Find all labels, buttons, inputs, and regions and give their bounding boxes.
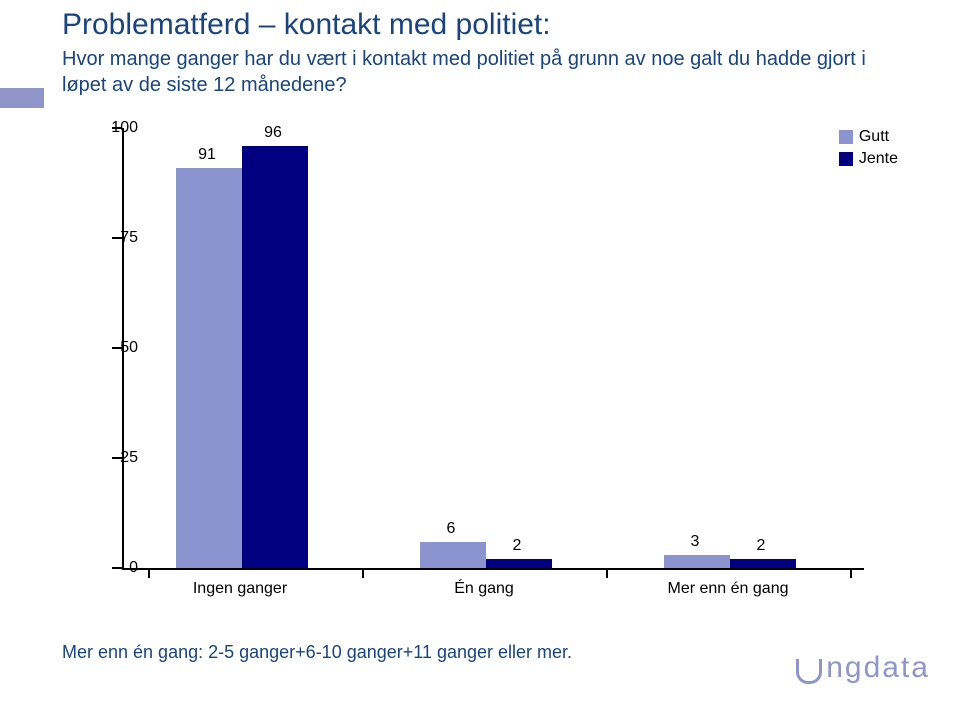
x-tick bbox=[850, 568, 852, 578]
bar bbox=[664, 555, 730, 568]
bar-value-label: 2 bbox=[757, 537, 766, 559]
legend-item: Jente bbox=[839, 150, 898, 168]
x-tick bbox=[362, 568, 364, 578]
bar bbox=[176, 168, 242, 568]
plot-area bbox=[122, 128, 864, 570]
page: Problematferd – kontakt med politiet: Hv… bbox=[0, 0, 960, 705]
bar-value-label: 91 bbox=[198, 146, 216, 168]
x-tick bbox=[606, 568, 608, 578]
legend-label: Jente bbox=[859, 150, 898, 168]
x-axis-label: Én gang bbox=[454, 580, 514, 598]
y-axis-label: 0 bbox=[78, 559, 138, 577]
bar-value-label: 6 bbox=[447, 520, 456, 542]
ungdata-logo: ngdata bbox=[796, 651, 930, 685]
bar-value-label: 3 bbox=[691, 533, 700, 555]
decorative-stripe bbox=[0, 88, 44, 108]
bar-chart: Gutt Jente 0 25 50 75 100 Ingen ganger 91 96 Én g… bbox=[62, 118, 898, 618]
legend-item: Gutt bbox=[839, 128, 898, 146]
legend-swatch bbox=[839, 152, 853, 166]
y-axis-label: 75 bbox=[78, 229, 138, 247]
legend-label: Gutt bbox=[859, 128, 889, 146]
x-axis-label: Mer enn én gang bbox=[668, 580, 789, 598]
logo-u-icon bbox=[796, 659, 822, 684]
legend-swatch bbox=[839, 130, 853, 144]
footnote: Mer enn én gang: 2-5 ganger+6-10 ganger+… bbox=[62, 642, 572, 663]
x-tick bbox=[148, 568, 150, 578]
y-axis-label: 25 bbox=[78, 449, 138, 467]
y-axis-label: 50 bbox=[78, 339, 138, 357]
legend: Gutt Jente bbox=[839, 128, 898, 172]
bar bbox=[730, 559, 796, 568]
y-axis-label: 100 bbox=[78, 119, 138, 137]
logo-text: ngdata bbox=[826, 651, 930, 685]
bar bbox=[420, 542, 486, 568]
bar-value-label: 2 bbox=[513, 537, 522, 559]
page-subtitle: Hvor mange ganger har du vært i kontakt … bbox=[62, 46, 882, 98]
bar-value-label: 96 bbox=[264, 124, 282, 146]
bar bbox=[486, 559, 552, 568]
x-axis-label: Ingen ganger bbox=[193, 580, 287, 598]
page-title: Problematferd – kontakt med politiet: bbox=[62, 8, 551, 42]
bar bbox=[242, 146, 308, 568]
